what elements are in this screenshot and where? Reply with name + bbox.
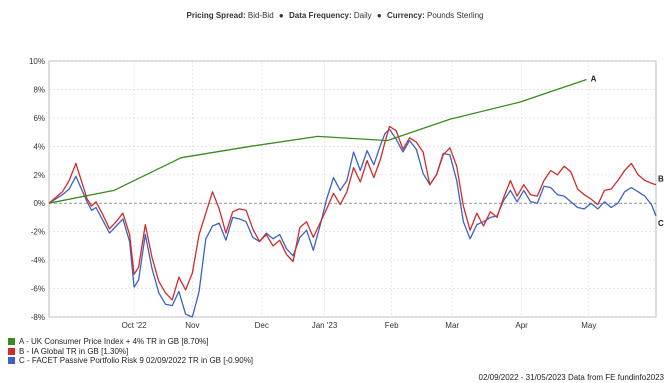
x-tick-label: Oct '22: [122, 321, 148, 330]
series-end-label-c: C: [658, 219, 664, 228]
pricing-spread-value: Bid-Bid: [247, 11, 274, 20]
chart-legend: A - UK Consumer Price Index + 4% TR in G…: [8, 337, 253, 366]
currency-value: Pounds Sterling: [427, 11, 484, 20]
y-tick-label: 0%: [33, 199, 45, 208]
y-tick-label: 2%: [33, 171, 45, 180]
y-tick-label: -2%: [31, 228, 45, 237]
x-tick-label: Nov: [185, 321, 199, 330]
y-tick-label: -6%: [31, 285, 45, 294]
y-tick-label: 8%: [33, 85, 45, 94]
legend-label-b: B - IA Global TR in GB [1.30%]: [19, 346, 129, 356]
data-frequency-value: Daily: [353, 11, 372, 20]
y-tick-label: -4%: [31, 256, 45, 265]
series-line-a[interactable]: [48, 78, 587, 204]
legend-label-c: C - FACET Passive Portfolio Risk 9 02/09…: [19, 356, 254, 365]
legend-swatch-a: [8, 338, 15, 346]
x-tick-label: Apr: [515, 321, 528, 330]
pricing-spread-label: Pricing Spread:: [186, 11, 246, 20]
currency-label: Currency:: [386, 11, 425, 20]
series-line-c[interactable]: [48, 128, 657, 318]
legend-item-b[interactable]: B - IA Global TR in GB [1.30%]: [8, 347, 253, 357]
separator-dot: ●: [376, 11, 382, 20]
series-end-label-a: A: [591, 74, 597, 83]
x-tick-label: Mar: [445, 321, 459, 330]
chart-header: Pricing Spread: Bid-Bid ● Data Frequency…: [0, 11, 670, 20]
x-tick-label: Jan '23: [312, 321, 338, 330]
series-line-b[interactable]: [48, 125, 657, 301]
legend-swatch-b: [8, 347, 15, 355]
data-frequency-label: Data Frequency:: [288, 11, 352, 20]
legend-item-a[interactable]: A - UK Consumer Price Index + 4% TR in G…: [8, 337, 253, 347]
x-tick-label: Dec: [255, 321, 269, 330]
legend-label-a: A - UK Consumer Price Index + 4% TR in G…: [19, 337, 209, 346]
y-tick-label: 4%: [33, 142, 45, 151]
separator-dot: ●: [278, 11, 284, 20]
legend-swatch-c: [8, 357, 15, 365]
legend-item-c[interactable]: C - FACET Passive Portfolio Risk 9 02/09…: [8, 356, 253, 366]
x-tick-label: May: [581, 321, 596, 330]
y-tick-label: -8%: [31, 313, 45, 322]
x-tick-label: Feb: [385, 321, 399, 330]
series-end-label-b: B: [658, 175, 664, 184]
y-tick-label: 6%: [33, 114, 45, 123]
plot-frame: [48, 60, 657, 318]
data-source-footer: 02/09/2022 - 31/05/2023 Data from FE fun…: [478, 373, 664, 382]
y-tick-label: 10%: [29, 57, 45, 66]
